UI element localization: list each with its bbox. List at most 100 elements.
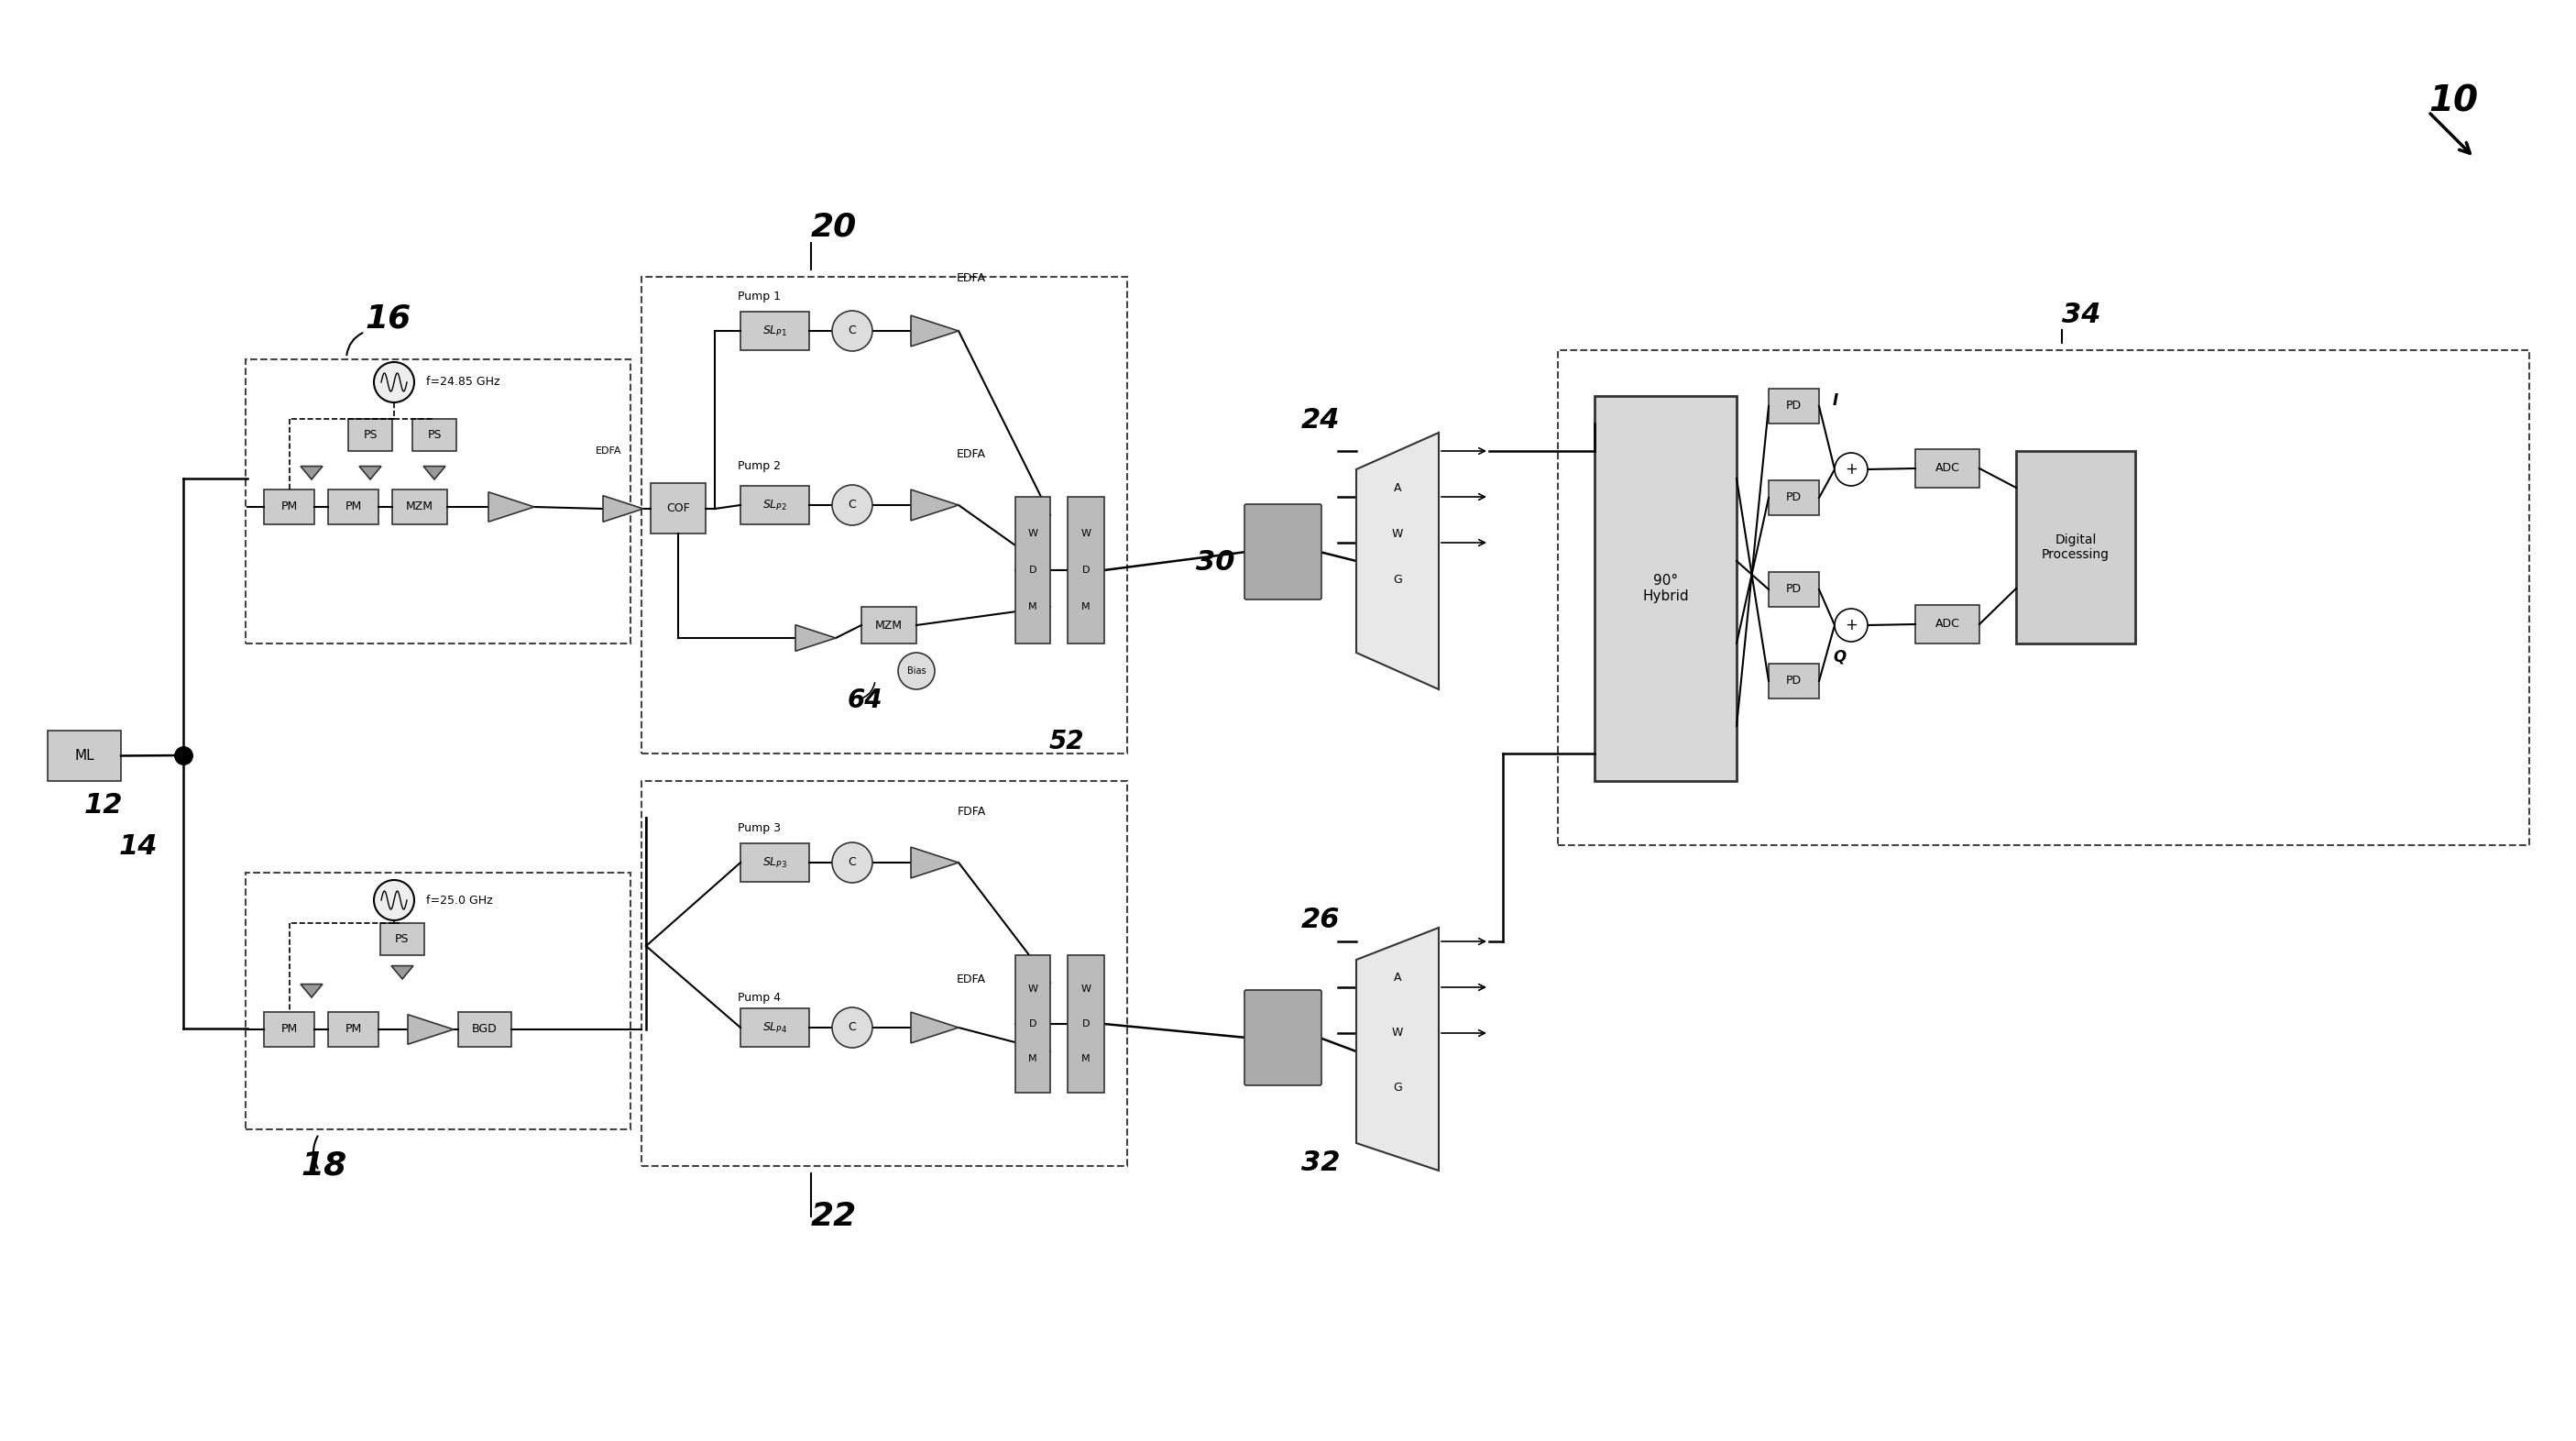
FancyBboxPatch shape: [392, 490, 448, 525]
Polygon shape: [301, 467, 322, 480]
Text: PD: PD: [1785, 401, 1801, 412]
Text: BGD: BGD: [471, 1023, 497, 1036]
Text: ADC: ADC: [1935, 463, 1960, 474]
Text: 24: 24: [1301, 406, 1340, 434]
Text: W: W: [1028, 986, 1038, 994]
Text: 16: 16: [366, 303, 410, 334]
Circle shape: [832, 311, 873, 352]
Text: 52: 52: [1048, 729, 1084, 755]
Text: +: +: [1844, 461, 1857, 477]
Bar: [641, 277, 1128, 754]
FancyBboxPatch shape: [459, 1012, 513, 1046]
Bar: [245, 873, 631, 1130]
Text: Digital
Processing: Digital Processing: [2043, 533, 2110, 561]
Text: PD: PD: [1785, 491, 1801, 504]
Polygon shape: [392, 965, 412, 978]
Text: $SL_{P3}$: $SL_{P3}$: [762, 856, 788, 869]
FancyBboxPatch shape: [739, 311, 809, 350]
FancyBboxPatch shape: [263, 1012, 314, 1046]
Circle shape: [832, 486, 873, 526]
FancyBboxPatch shape: [1015, 497, 1051, 644]
Text: M: M: [1082, 1053, 1090, 1063]
Text: PM: PM: [281, 1023, 296, 1036]
Text: +: +: [1844, 617, 1857, 634]
Text: ML: ML: [75, 749, 95, 762]
Text: D: D: [1028, 565, 1036, 575]
Text: Pump 1: Pump 1: [737, 291, 781, 303]
FancyBboxPatch shape: [652, 483, 706, 533]
Polygon shape: [422, 467, 446, 480]
FancyBboxPatch shape: [1066, 955, 1105, 1092]
Text: $SL_{P2}$: $SL_{P2}$: [762, 499, 788, 512]
Text: W: W: [1028, 529, 1038, 537]
Text: COF: COF: [667, 503, 690, 514]
Text: Pump 4: Pump 4: [737, 991, 781, 1004]
Polygon shape: [912, 1012, 958, 1043]
Text: $SL_{P4}$: $SL_{P4}$: [762, 1020, 788, 1035]
Polygon shape: [912, 490, 958, 520]
Text: D: D: [1082, 565, 1090, 575]
Text: Q: Q: [1832, 648, 1847, 666]
FancyBboxPatch shape: [1015, 955, 1051, 1092]
Text: 20: 20: [811, 210, 858, 242]
Text: PS: PS: [363, 429, 376, 441]
Text: EDFA: EDFA: [956, 448, 987, 460]
FancyBboxPatch shape: [739, 1009, 809, 1046]
FancyBboxPatch shape: [381, 924, 425, 955]
FancyBboxPatch shape: [1244, 504, 1321, 599]
Circle shape: [832, 1007, 873, 1048]
Polygon shape: [1358, 928, 1440, 1170]
FancyBboxPatch shape: [860, 607, 917, 644]
FancyBboxPatch shape: [2017, 451, 2136, 644]
Text: ...: ...: [1406, 565, 1425, 584]
FancyBboxPatch shape: [412, 419, 456, 451]
Circle shape: [1834, 452, 1868, 486]
Polygon shape: [912, 316, 958, 346]
FancyBboxPatch shape: [263, 490, 314, 525]
FancyBboxPatch shape: [46, 731, 121, 781]
Text: M: M: [1028, 602, 1038, 611]
Text: PM: PM: [281, 501, 296, 513]
Text: 30: 30: [1195, 549, 1234, 575]
Polygon shape: [301, 984, 322, 997]
Text: PD: PD: [1785, 676, 1801, 687]
Text: 26: 26: [1301, 906, 1340, 934]
FancyBboxPatch shape: [1244, 990, 1321, 1085]
Text: ADC: ADC: [1935, 618, 1960, 630]
Text: 22: 22: [811, 1200, 858, 1232]
Text: Pump 3: Pump 3: [737, 823, 781, 834]
Text: Bias: Bias: [907, 666, 925, 676]
Polygon shape: [912, 847, 958, 878]
Text: PS: PS: [394, 934, 410, 945]
Polygon shape: [796, 625, 835, 651]
Text: $SL_{P1}$: $SL_{P1}$: [762, 324, 788, 337]
Text: 34: 34: [2061, 301, 2102, 329]
FancyBboxPatch shape: [327, 490, 379, 525]
Text: G: G: [1394, 1082, 1401, 1094]
Text: PM: PM: [345, 1023, 361, 1036]
FancyBboxPatch shape: [1770, 572, 1819, 607]
Text: C: C: [848, 1022, 855, 1033]
Text: 90°
Hybrid: 90° Hybrid: [1643, 574, 1690, 604]
Text: f=25.0 GHz: f=25.0 GHz: [425, 895, 492, 906]
Text: 32: 32: [1301, 1150, 1340, 1176]
Bar: [641, 781, 1128, 1166]
Bar: [1558, 350, 2530, 846]
Text: MZM: MZM: [407, 501, 433, 513]
Text: M: M: [1028, 1053, 1038, 1063]
Text: A: A: [1394, 481, 1401, 494]
Circle shape: [899, 653, 935, 689]
Text: EDFA: EDFA: [956, 974, 987, 986]
Text: PD: PD: [1785, 584, 1801, 595]
Text: MZM: MZM: [876, 620, 902, 631]
Text: W: W: [1391, 1027, 1404, 1039]
Bar: [245, 359, 631, 644]
Text: D: D: [1082, 1019, 1090, 1029]
FancyBboxPatch shape: [1917, 450, 1978, 487]
Text: 14: 14: [118, 833, 157, 860]
Text: D: D: [1028, 1019, 1036, 1029]
Polygon shape: [407, 1014, 453, 1045]
FancyBboxPatch shape: [739, 486, 809, 525]
Polygon shape: [603, 496, 644, 522]
Text: W: W: [1391, 527, 1404, 539]
